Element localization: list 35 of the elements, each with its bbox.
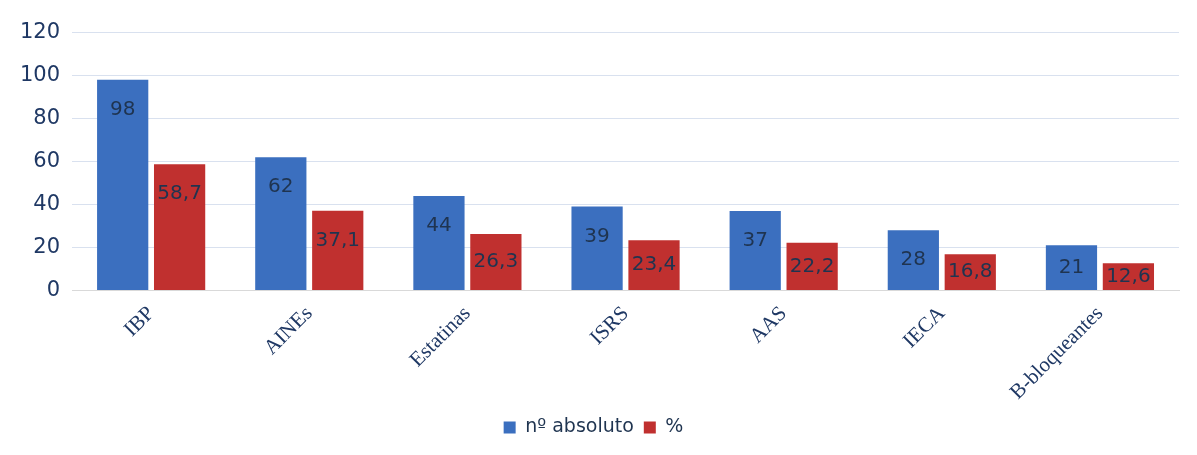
y-tick-label: 40	[33, 190, 61, 215]
bar	[312, 210, 364, 290]
x-tick-label: IBP	[118, 300, 159, 341]
data-label: 16,8	[948, 258, 993, 283]
data-label: 22,2	[789, 252, 835, 277]
bar	[470, 233, 522, 290]
data-label: 23,4	[631, 251, 677, 276]
data-label: 44	[426, 212, 452, 237]
data-label: 26,3	[473, 248, 519, 273]
bar	[413, 195, 465, 290]
bar	[628, 240, 680, 290]
bar	[887, 230, 939, 290]
bar	[97, 79, 149, 290]
data-label: 28	[900, 246, 927, 271]
bar	[729, 210, 781, 290]
y-tick-label: 0	[46, 276, 61, 301]
data-label: 39	[584, 222, 610, 247]
legend-label: %	[665, 414, 684, 437]
data-label: 12,6	[1106, 262, 1151, 287]
y-tick-label: 80	[33, 104, 61, 129]
y-tick-label: 100	[19, 62, 61, 87]
legend-label: nº absoluto	[525, 414, 634, 437]
y-tick-label: 60	[33, 147, 61, 172]
bar	[571, 206, 623, 290]
data-label: 62	[268, 173, 294, 198]
data-label: 58,7	[157, 180, 202, 205]
data-label: 21	[1058, 253, 1085, 278]
data-label: 98	[109, 96, 136, 121]
y-tick-label: 20	[33, 233, 61, 258]
data-label: 37,1	[315, 226, 361, 251]
data-label: 37	[742, 227, 768, 252]
bar	[255, 157, 307, 290]
bar	[1045, 245, 1098, 290]
y-tick-label: 120	[19, 19, 61, 44]
bar	[153, 164, 206, 290]
